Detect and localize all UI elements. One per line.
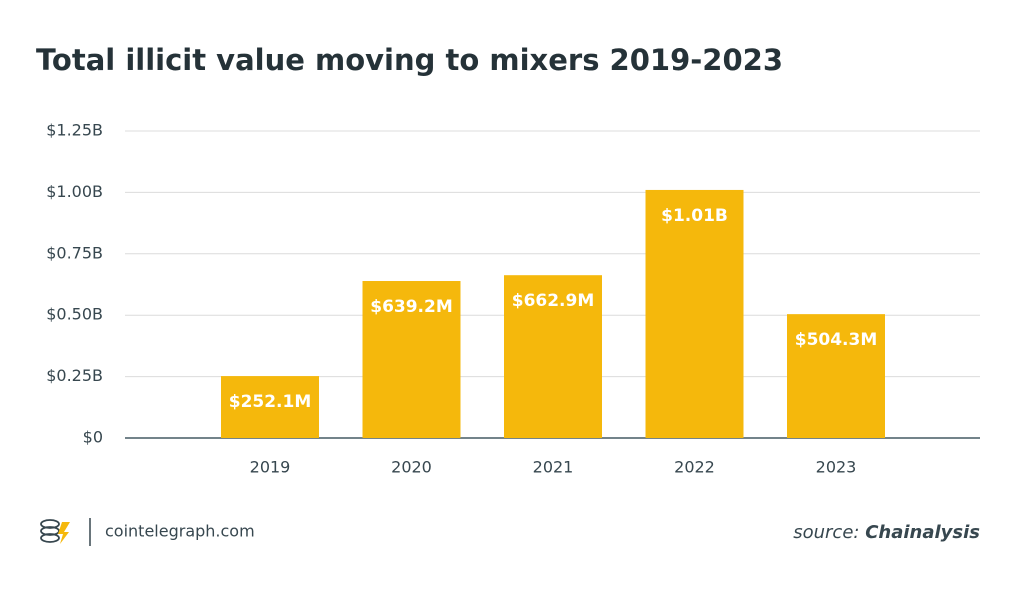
value-label: $639.2M xyxy=(370,297,453,317)
value-label: $504.3M xyxy=(795,330,878,350)
x-tick-label: 2023 xyxy=(816,458,857,477)
footer-site: cointelegraph.com xyxy=(105,522,255,541)
bar xyxy=(645,189,744,438)
x-tick-label: 2019 xyxy=(250,458,291,477)
value-label: $252.1M xyxy=(229,392,312,412)
logo xyxy=(40,519,70,544)
bar xyxy=(362,281,461,438)
x-tick-label: 2021 xyxy=(533,458,574,477)
bar xyxy=(221,376,319,438)
value-label: $662.9M xyxy=(512,291,595,311)
y-tick-label: $1.00B xyxy=(46,182,103,201)
y-tick-label: $0 xyxy=(83,428,103,447)
y-tick-label: $1.25B xyxy=(46,121,103,140)
y-tick-label: $0.50B xyxy=(46,305,103,324)
y-tick-label: $0.75B xyxy=(46,243,103,262)
x-tick-label: 2022 xyxy=(674,458,715,477)
source-label: source: xyxy=(793,522,859,543)
bar xyxy=(787,314,885,438)
bar xyxy=(504,275,602,438)
y-tick-label: $0.25B xyxy=(46,366,103,385)
value-label: $1.01B xyxy=(661,206,728,226)
footer-source: source: Chainalysis xyxy=(793,522,980,543)
x-tick-label: 2020 xyxy=(391,458,432,477)
chart-title: Total illicit value moving to mixers 201… xyxy=(36,43,783,77)
source-name: Chainalysis xyxy=(865,522,980,543)
